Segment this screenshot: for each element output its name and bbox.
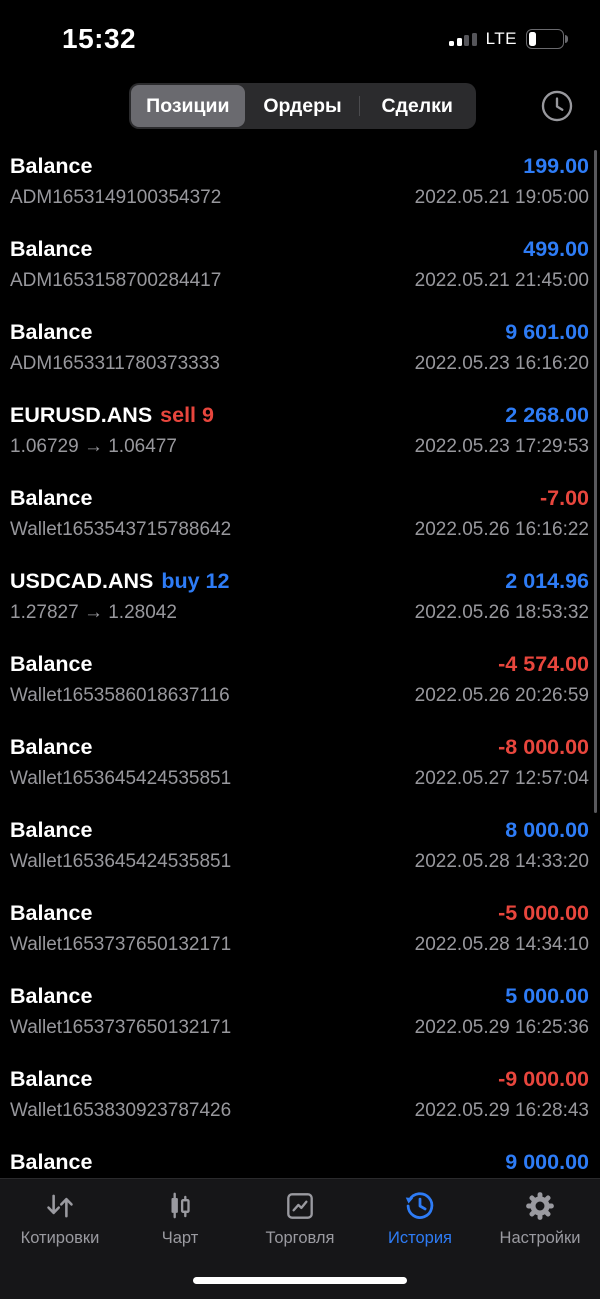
history-segmented-control: Позиции Ордеры Сделки: [129, 83, 476, 129]
row-symbol: Balance: [10, 901, 93, 925]
history-row[interactable]: Balance 499.00 ADM1653158700284417 2022.…: [0, 223, 600, 306]
battery-icon: [526, 29, 568, 49]
history-row[interactable]: Balance 8 000.00 Wallet1653645424535851 …: [0, 804, 600, 887]
history-header: Позиции Ордеры Сделки: [0, 83, 600, 129]
row-datetime: 2022.05.26 16:16:22: [414, 519, 589, 540]
history-row[interactable]: Balance 9 000.00: [0, 1136, 600, 1219]
row-amount: 8 000.00: [505, 818, 589, 842]
row-datetime: 2022.05.21 19:05:00: [414, 187, 589, 208]
history-row[interactable]: Balance -9 000.00 Wallet1653830923787426…: [0, 1053, 600, 1136]
row-symbol: Balance: [10, 735, 93, 759]
tab-history-label: История: [388, 1229, 452, 1247]
row-detail: 1.27827 → 1.28042: [10, 602, 177, 623]
row-datetime: 2022.05.29 16:28:43: [414, 1100, 589, 1121]
row-datetime: 2022.05.23 17:29:53: [414, 436, 589, 457]
candlestick-chart-icon: [171, 1192, 190, 1219]
row-datetime: 2022.05.27 12:57:04: [414, 768, 589, 789]
row-detail: Wallet1653543715788642: [10, 519, 232, 540]
row-datetime: 2022.05.23 16:16:20: [414, 353, 589, 374]
row-datetime: 2022.05.28 14:33:20: [414, 851, 589, 872]
row-detail: Wallet1653645424535851: [10, 851, 232, 872]
row-datetime: 2022.05.26 18:53:32: [414, 602, 589, 623]
home-indicator[interactable]: [193, 1277, 407, 1284]
row-symbol: Balance: [10, 237, 93, 261]
history-row[interactable]: Balance -5 000.00 Wallet1653737650132171…: [0, 887, 600, 970]
row-amount: 2 268.00: [505, 403, 589, 427]
row-amount: 9 601.00: [505, 320, 589, 344]
status-right-cluster: LTE: [449, 29, 568, 49]
segment-tab-2[interactable]: Сделки: [360, 85, 474, 127]
row-symbol: Balance: [10, 984, 93, 1008]
row-datetime: 2022.05.26 20:26:59: [414, 685, 589, 706]
row-detail: ADM1653311780373333: [10, 353, 220, 374]
row-detail: 1.06729 → 1.06477: [10, 436, 177, 457]
history-row[interactable]: USDCAD.ANS buy 12 2 014.96 1.27827 → 1.28…: [0, 555, 600, 638]
tab-chart-label: Чарт: [161, 1229, 199, 1247]
row-symbol: Balance: [10, 652, 93, 676]
time-period-filter-button[interactable]: [540, 89, 574, 123]
tab-chart[interactable]: Чарт: [120, 1179, 240, 1248]
battery-cap: [565, 35, 568, 43]
scrollbar-thumb[interactable]: [594, 150, 597, 813]
segment-tab-1[interactable]: Ордеры: [246, 85, 360, 127]
history-clock-icon: [405, 1192, 434, 1219]
row-amount: 199.00: [523, 154, 589, 178]
row-amount: 9 000.00: [505, 1150, 589, 1174]
row-datetime: 2022.05.29 16:25:36: [414, 1017, 589, 1038]
tab-history[interactable]: История: [360, 1179, 480, 1248]
tab-settings-label: Настройки: [499, 1229, 581, 1247]
row-symbol: Balance: [10, 818, 93, 842]
row-amount: -9 000.00: [498, 1067, 589, 1091]
tab-quotes[interactable]: Котировки: [0, 1179, 120, 1248]
row-datetime: 2022.05.28 14:34:10: [414, 934, 589, 955]
status-bar: 15:32 LTE: [0, 22, 600, 56]
row-amount: -5 000.00: [498, 901, 589, 925]
history-row[interactable]: Balance 199.00 ADM1653149100354372 2022.…: [0, 140, 600, 223]
row-datetime: 2022.05.21 21:45:00: [414, 270, 589, 291]
tab-quotes-label: Котировки: [20, 1229, 100, 1247]
clock-icon: [541, 90, 573, 122]
segment-divider: [359, 96, 361, 116]
battery-fill: [529, 32, 536, 46]
row-action-volume: buy 12: [161, 569, 230, 593]
row-amount: -7.00: [539, 486, 589, 510]
row-amount: 2 014.96: [505, 569, 589, 593]
row-detail: Wallet1653586018637116: [10, 685, 230, 706]
history-list: Balance 199.00 ADM1653149100354372 2022.…: [0, 140, 600, 1219]
row-symbol: Balance: [10, 1150, 93, 1174]
row-amount: 499.00: [523, 237, 589, 261]
network-type-label: LTE: [485, 29, 517, 48]
history-row[interactable]: Balance -4 574.00 Wallet1653586018637116…: [0, 638, 600, 721]
row-amount: -4 574.00: [498, 652, 589, 676]
tab-settings[interactable]: Настройки: [480, 1179, 600, 1248]
status-time: 15:32: [62, 23, 137, 54]
history-row[interactable]: Balance -8 000.00 Wallet1653645424535851…: [0, 721, 600, 804]
segment-tab-0[interactable]: Позиции: [131, 85, 245, 127]
row-amount: 5 000.00: [505, 984, 589, 1008]
row-detail: Wallet1653737650132171: [10, 1017, 232, 1038]
row-symbol: USDCAD.ANS: [10, 569, 154, 593]
cellular-signal-icon: [449, 32, 477, 46]
tab-trade-label: Торговля: [265, 1229, 335, 1247]
history-row[interactable]: Balance 9 601.00 ADM1653311780373333 202…: [0, 306, 600, 389]
history-row[interactable]: Balance -7.00 Wallet1653543715788642 202…: [0, 472, 600, 555]
row-symbol: EURUSD.ANS: [10, 403, 153, 427]
row-action-volume: sell 9: [160, 403, 214, 427]
row-detail: ADM1653158700284417: [10, 270, 222, 291]
row-symbol: Balance: [10, 486, 93, 510]
history-row[interactable]: Balance 5 000.00 Wallet1653737650132171 …: [0, 970, 600, 1053]
quotes-arrows-icon: [47, 1194, 73, 1218]
trade-chart-icon: [287, 1193, 313, 1219]
row-symbol: Balance: [10, 154, 93, 178]
row-detail: Wallet1653645424535851: [10, 768, 232, 789]
row-symbol: Balance: [10, 1067, 93, 1091]
row-detail: Wallet1653737650132171: [10, 934, 232, 955]
history-row[interactable]: EURUSD.ANS sell 9 2 268.00 1.06729 → 1.06…: [0, 389, 600, 472]
row-symbol: Balance: [10, 320, 93, 344]
settings-gear-icon: [526, 1192, 554, 1220]
row-amount: -8 000.00: [498, 735, 589, 759]
tab-trade[interactable]: Торговля: [240, 1179, 360, 1248]
row-detail: ADM1653149100354372: [10, 187, 222, 208]
row-detail: Wallet1653830923787426: [10, 1100, 232, 1121]
